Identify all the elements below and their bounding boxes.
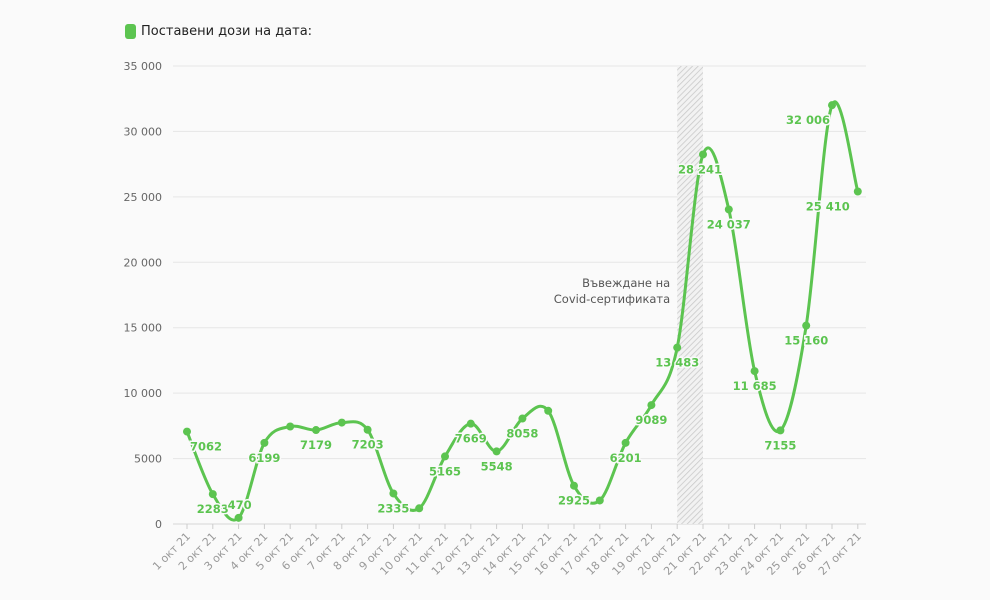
data-point <box>776 426 785 435</box>
data-label: 7203 <box>352 438 384 452</box>
data-label: 24 037 <box>707 217 751 231</box>
data-point <box>828 101 836 110</box>
y-tick-label: 0 <box>155 518 162 531</box>
y-tick-label: 30 000 <box>124 125 163 138</box>
data-label: 2283 <box>197 502 229 516</box>
data-point <box>518 414 527 423</box>
data-label: 2335 <box>377 501 409 515</box>
data-label: 7155 <box>764 438 796 452</box>
data-point <box>234 513 243 522</box>
data-point <box>441 452 449 461</box>
data-label: 2925 <box>558 494 590 508</box>
data-point <box>570 481 578 490</box>
y-tick-label: 15 000 <box>124 322 163 335</box>
y-tick-label: 20 000 <box>124 256 163 269</box>
data-point <box>466 419 475 428</box>
data-point <box>595 496 604 505</box>
data-label: 6199 <box>248 451 280 465</box>
y-tick-label: 35 000 <box>124 60 163 73</box>
data-label: 6201 <box>610 451 642 465</box>
data-point <box>853 187 862 196</box>
data-point <box>673 343 682 352</box>
y-tick-label: 5000 <box>134 453 162 466</box>
data-point <box>260 438 269 447</box>
data-point <box>183 427 191 436</box>
data-label: 5165 <box>429 464 461 478</box>
data-point <box>621 438 630 447</box>
legend-label: Поставени дози на дата: <box>141 24 313 39</box>
data-point <box>544 406 553 415</box>
data-point <box>415 504 424 513</box>
data-point <box>802 321 811 330</box>
data-label: 32 006 <box>786 113 830 127</box>
data-point <box>724 205 733 214</box>
data-point <box>312 426 320 435</box>
data-point <box>208 490 217 499</box>
data-label: 11 685 <box>733 379 777 393</box>
data-label: 15 160 <box>784 334 828 348</box>
shaded-band <box>677 66 703 524</box>
series-line <box>185 100 860 522</box>
y-tick-label: 25 000 <box>124 191 163 204</box>
data-point <box>337 418 346 427</box>
data-label: 5548 <box>481 459 513 473</box>
data-point <box>492 447 501 456</box>
annotation-text: Въвеждане на <box>582 276 670 290</box>
legend-swatch <box>125 24 136 39</box>
data-label: 25 410 <box>806 199 850 213</box>
data-point <box>647 401 656 410</box>
data-label: 7179 <box>300 438 332 452</box>
data-point <box>389 489 398 498</box>
data-point <box>699 150 707 159</box>
data-point <box>286 422 295 431</box>
data-label: 28 241 <box>678 162 722 176</box>
data-label: 7062 <box>190 440 222 454</box>
data-label: 9089 <box>635 413 667 427</box>
y-tick-label: 10 000 <box>124 387 163 400</box>
data-point <box>750 367 759 376</box>
data-label: 8058 <box>506 427 538 441</box>
legend[interactable]: Поставени дози на дата: <box>125 24 312 39</box>
annotation-text: Covid-сертификата <box>554 292 670 306</box>
data-label: 13 483 <box>655 356 699 370</box>
data-point <box>363 425 372 434</box>
data-label: 470 <box>228 498 252 512</box>
data-label: 7669 <box>455 432 487 446</box>
